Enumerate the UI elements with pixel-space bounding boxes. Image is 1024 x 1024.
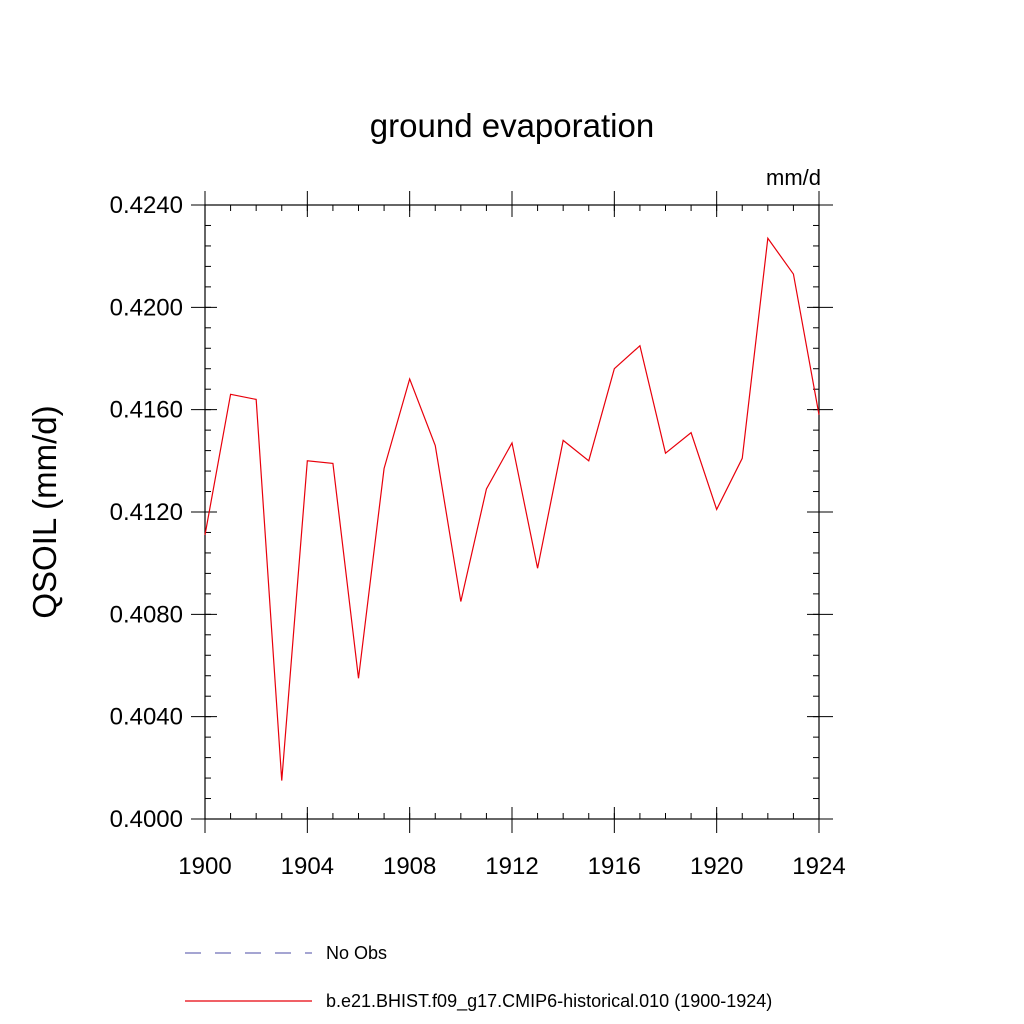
x-tick-label: 1900 [178,853,231,880]
y-tick-label: 0.4160 [110,397,183,424]
series-line-0 [204,236,820,781]
legend-label-model: b.e21.BHIST.f09_g17.CMIP6-historical.010… [326,991,772,1012]
y-tick-label: 0.4240 [110,192,183,219]
major-ticks [191,191,833,833]
chart-title: ground evaporation [370,107,654,144]
x-tick-label: 1912 [485,853,538,880]
series-lines [204,236,820,781]
units-label: mm/d [766,165,821,190]
y-tick-label: 0.4200 [110,294,183,321]
x-tick-label: 1904 [281,853,334,880]
legend: No Obs b.e21.BHIST.f09_g17.CMIP6-histori… [185,943,772,1012]
x-tick-label: 1908 [383,853,436,880]
y-tick-label: 0.4040 [110,704,183,731]
plot-frame [204,204,820,820]
y-tick-label: 0.4120 [110,499,183,526]
y-tick-label: 0.4000 [110,806,183,833]
x-tick-label: 1916 [588,853,641,880]
legend-label-no-obs: No Obs [326,943,387,963]
x-tick-label: 1924 [792,853,845,880]
y-tick-label: 0.4080 [110,601,183,628]
x-tick-labels: 1900 1904 1908 1912 1916 1920 1924 [178,853,845,880]
x-tick-label: 1920 [690,853,743,880]
minor-ticks [204,204,820,820]
y-tick-labels: 0.4000 0.4040 0.4080 0.4120 0.4160 0.4200 0.42… [110,192,183,833]
y-axis-label: QSOIL (mm/d) [26,405,63,618]
